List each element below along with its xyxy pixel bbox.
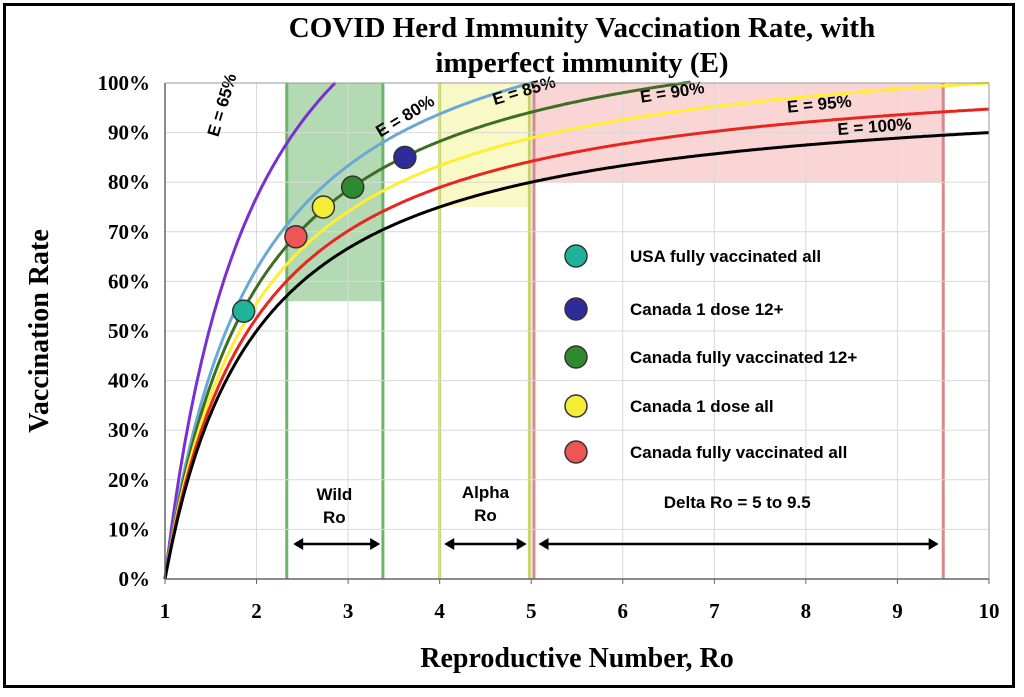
region-labels: Wild Ro Alpha Ro Delta Ro = 5 to 9.5 [293,483,939,550]
region-label-0-0: Wild [317,485,353,504]
y-tick-4: 40% [108,369,150,393]
immunity-curves [163,80,990,580]
x-tick-3: 4 [434,599,445,623]
region-label-0-1: Ro [323,508,346,527]
x-tick-4: 5 [526,599,537,623]
legend-label-3: Canada 1 dose all [630,397,774,416]
legend-label-2: Canada fully vaccinated 12+ [630,348,857,367]
x-tick-labels: 1 2 3 4 5 6 7 8 9 10 [160,579,1000,623]
legend-marker-2 [564,345,588,369]
y-tick-2: 20% [108,468,150,492]
y-axis-title: Vaccination Rate [24,229,55,433]
x-tick-7: 8 [801,599,812,623]
y-tick-1: 10% [108,517,150,541]
x-tick-6: 7 [709,599,720,623]
curve-2 [163,80,691,580]
legend: USA fully vaccinated all Canada 1 dose 12… [564,244,857,464]
legend-label-0: USA fully vaccinated all [630,247,821,266]
region-arrow-head-right-2 [928,538,939,550]
x-tick-0: 1 [160,599,171,623]
data-point-0 [231,299,256,323]
x-tick-2: 3 [343,599,354,623]
legend-marker-1 [564,297,588,321]
legend-label-4: Canada fully vaccinated all [630,443,847,462]
y-tick-0: 0% [119,567,151,591]
region-label-2-0: Delta Ro = 5 to 9.5 [664,493,811,512]
y-tick-5: 50% [108,319,150,343]
x-tick-9: 10 [979,599,1000,623]
region-label-1-1: Ro [474,506,497,525]
x-axis-title: Reproductive Number, Ro [420,643,733,674]
region-arrow-head-right-1 [516,538,527,550]
y-tick-3: 30% [108,418,150,442]
data-point-3 [311,195,336,219]
curve-3 [163,81,990,580]
curve-5 [163,131,990,580]
legend-marker-0 [564,244,588,268]
chart-title-line1: COVID Herd Immunity Vaccination Rate, wi… [289,12,875,44]
y-tick-7: 70% [108,220,150,244]
x-tick-1: 2 [251,599,262,623]
data-points [231,145,417,323]
y-tick-6: 60% [108,269,150,293]
y-tick-10: 100% [98,71,151,95]
curve-0 [163,81,337,580]
axes [164,82,990,580]
y-tick-9: 90% [108,121,150,145]
legend-marker-4 [564,440,588,464]
region-arrow-head-left-2 [538,538,549,550]
legend-marker-3 [564,394,588,418]
y-tick-labels: 0% 10% 20% 30% 40% 50% 60% 70% 80% 90% 100% [98,71,151,591]
curve-1 [163,80,536,580]
curve-4 [163,107,990,580]
region-arrow-head-left-1 [444,538,455,550]
chart-title-line2: imperfect immunity (E) [435,47,728,79]
data-point-2 [340,175,365,199]
region-label-1-0: Alpha [462,483,510,502]
x-tick-8: 9 [892,599,903,623]
region-arrow-head-left-0 [293,538,304,550]
curve-label-0: E = 65% [204,71,241,138]
data-point-1 [393,145,417,170]
y-tick-8: 80% [108,170,150,194]
x-tick-5: 6 [618,599,629,623]
data-point-4 [284,225,308,249]
legend-label-1: Canada 1 dose 12+ [630,300,784,319]
region-arrow-head-right-0 [370,538,381,550]
